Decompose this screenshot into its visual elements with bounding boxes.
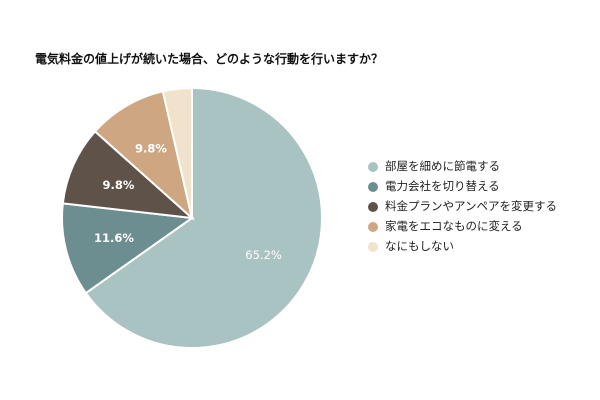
legend-label: 料金プランやアンペアを変更する bbox=[385, 199, 558, 213]
slice-data-label: 65.2% bbox=[245, 248, 282, 262]
chart-title: 電気料金の値上げが続いた場合、どのような行動を行いますか？ bbox=[35, 52, 384, 66]
legend-item: 料金プランやアンペアを変更する bbox=[368, 198, 568, 215]
legend-label: 家電をエコなものに変える bbox=[385, 219, 523, 233]
pie-slice bbox=[61, 130, 196, 220]
legend-swatch bbox=[368, 202, 378, 212]
pie-slice bbox=[93, 90, 194, 221]
legend-label: 電力会社を切り替える bbox=[385, 179, 500, 193]
legend-item: 部屋を細めに節電する bbox=[368, 158, 568, 175]
legend-item: 電力会社を切り替える bbox=[368, 178, 568, 195]
pie-slice bbox=[61, 202, 195, 295]
legend-swatch bbox=[368, 182, 378, 192]
slice-data-label: 11.6% bbox=[94, 231, 134, 245]
legend-item: なにもしない bbox=[368, 238, 568, 255]
slice-data-label: 9.8% bbox=[135, 142, 167, 156]
legend-label: なにもしない bbox=[385, 239, 454, 253]
legend-swatch bbox=[368, 162, 378, 172]
pie-slice bbox=[84, 86, 323, 349]
pie-slice bbox=[161, 86, 193, 219]
slice-data-label: 9.8% bbox=[102, 178, 134, 192]
legend: 部屋を細めに節電する 電力会社を切り替える料金プランやアンペアを変更する 家電をエコ… bbox=[368, 158, 568, 258]
legend-item: 家電をエコなものに変える bbox=[368, 218, 568, 235]
legend-swatch bbox=[368, 242, 378, 252]
legend-label: 部屋を細めに節電する bbox=[385, 159, 500, 173]
legend-swatch bbox=[368, 222, 378, 232]
